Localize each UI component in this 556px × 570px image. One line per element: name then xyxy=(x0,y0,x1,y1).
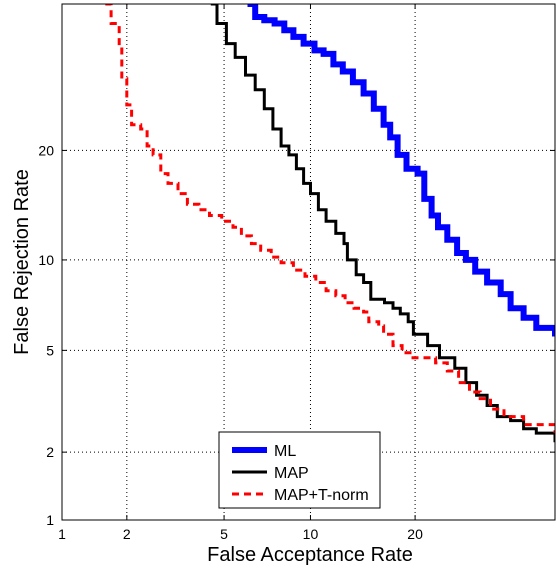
y-tick-label: 5 xyxy=(46,342,54,358)
y-tick-label: 1 xyxy=(46,512,54,528)
legend-label: MAP xyxy=(274,465,309,482)
legend: ML MAP MAP+T-norm xyxy=(218,431,381,509)
x-tick-label: 10 xyxy=(303,526,319,542)
series-line-ml xyxy=(247,4,555,337)
x-tick-label: 20 xyxy=(407,526,423,542)
series-line-map-t-norm xyxy=(105,4,555,434)
y-tick-label: 10 xyxy=(38,252,54,268)
y-tick-label: 20 xyxy=(38,142,54,158)
y-axis-title: False Rejection Rate xyxy=(11,169,33,355)
plot-frame xyxy=(61,3,556,521)
series-layer xyxy=(105,4,555,443)
x-axis-title: False Acceptance Rate xyxy=(207,544,413,566)
x-tick-label: 2 xyxy=(123,526,131,542)
tick-labels: 1 2 5 10 20 1 2 5 10 20 xyxy=(38,142,423,542)
legend-label: MAP+T-norm xyxy=(274,487,369,504)
x-tick-label: 1 xyxy=(58,526,66,542)
legend-label: ML xyxy=(274,443,296,460)
x-tick-label: 5 xyxy=(220,526,228,542)
y-tick-label: 2 xyxy=(46,444,54,460)
axis-ticks xyxy=(61,4,555,521)
